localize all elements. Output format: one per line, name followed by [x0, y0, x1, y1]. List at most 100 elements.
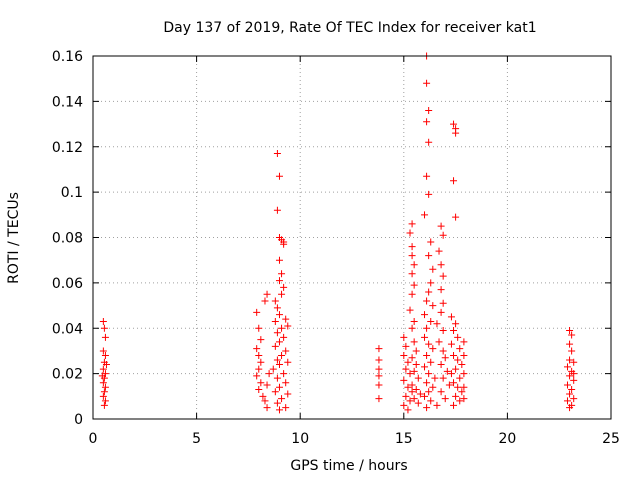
data-point [460, 351, 468, 359]
data-point [402, 342, 410, 350]
data-point [400, 333, 408, 341]
data-point [375, 372, 383, 380]
x-tick-label: 0 [89, 431, 98, 447]
data-point [261, 397, 269, 405]
data-point [447, 370, 455, 378]
data-point [275, 311, 283, 319]
data-point [263, 290, 271, 298]
data-point [425, 106, 433, 114]
data-point [433, 401, 441, 409]
data-point [433, 320, 441, 328]
data-point [284, 358, 292, 366]
data-point [439, 327, 447, 335]
data-point [275, 338, 283, 346]
y-tick-label: 0 [74, 412, 83, 428]
data-point [271, 297, 279, 305]
data-point [437, 308, 445, 316]
data-point [425, 252, 433, 260]
data-point [275, 256, 283, 264]
data-point [425, 190, 433, 198]
data-point [271, 317, 279, 325]
data-point [259, 392, 267, 400]
data-point [275, 277, 283, 285]
data-point [257, 336, 265, 344]
data-point [101, 383, 109, 391]
data-point [255, 324, 263, 332]
data-point [429, 345, 437, 353]
data-point [280, 240, 288, 248]
data-point [425, 288, 433, 296]
y-axis-label: ROTI / TECUs [6, 192, 22, 284]
data-point [460, 338, 468, 346]
data-point [566, 404, 574, 412]
data-point [566, 372, 574, 380]
data-point [412, 347, 420, 355]
data-point [568, 331, 576, 339]
data-point [273, 399, 281, 407]
data-point [257, 358, 265, 366]
data-point [563, 381, 571, 389]
data-point [375, 345, 383, 353]
data-point [450, 177, 458, 185]
data-point [410, 395, 418, 403]
data-point [400, 351, 408, 359]
data-point [375, 381, 383, 389]
data-point [425, 138, 433, 146]
data-point [447, 340, 455, 348]
data-point [408, 354, 416, 362]
data-point [423, 79, 431, 87]
data-point [437, 388, 445, 396]
data-point [460, 370, 468, 378]
data-point [439, 231, 447, 239]
data-point [400, 376, 408, 384]
data-point [437, 286, 445, 294]
data-point [427, 317, 435, 325]
data-point [414, 374, 422, 382]
data-point [423, 172, 431, 180]
data-point [408, 381, 416, 389]
data-point [452, 320, 460, 328]
data-point [456, 397, 464, 405]
y-tick-label: 0.06 [52, 276, 83, 292]
data-point [435, 338, 443, 346]
data-point [450, 401, 458, 409]
data-point [568, 386, 576, 394]
x-tick-label: 20 [498, 431, 516, 447]
data-point [425, 340, 433, 348]
data-point [408, 252, 416, 260]
data-point [410, 367, 418, 375]
data-point [408, 290, 416, 298]
data-point [435, 247, 443, 255]
data-point [100, 401, 108, 409]
data-point [253, 345, 261, 353]
data-point [275, 172, 283, 180]
data-point [416, 390, 424, 398]
data-point [445, 381, 453, 389]
data-point [271, 342, 279, 350]
data-point [408, 220, 416, 228]
data-point [280, 283, 288, 291]
data-point [570, 370, 578, 378]
data-point [275, 361, 283, 369]
data-point [271, 388, 279, 396]
data-point [255, 365, 263, 373]
data-point [101, 333, 109, 341]
y-tick-label: 0.08 [52, 231, 83, 247]
data-point [282, 347, 290, 355]
data-point [280, 370, 288, 378]
data-point [427, 397, 435, 405]
data-point [406, 370, 414, 378]
data-point [408, 243, 416, 251]
data-point [423, 324, 431, 332]
data-point [400, 401, 408, 409]
data-point [412, 361, 420, 369]
data-point [439, 272, 447, 280]
data-point [412, 386, 420, 394]
data-point [425, 370, 433, 378]
data-point [273, 150, 281, 158]
y-tick-label: 0.12 [52, 140, 83, 156]
y-tick-label: 0.02 [52, 367, 83, 383]
data-point [429, 302, 437, 310]
data-point [99, 317, 107, 325]
data-point [255, 351, 263, 359]
